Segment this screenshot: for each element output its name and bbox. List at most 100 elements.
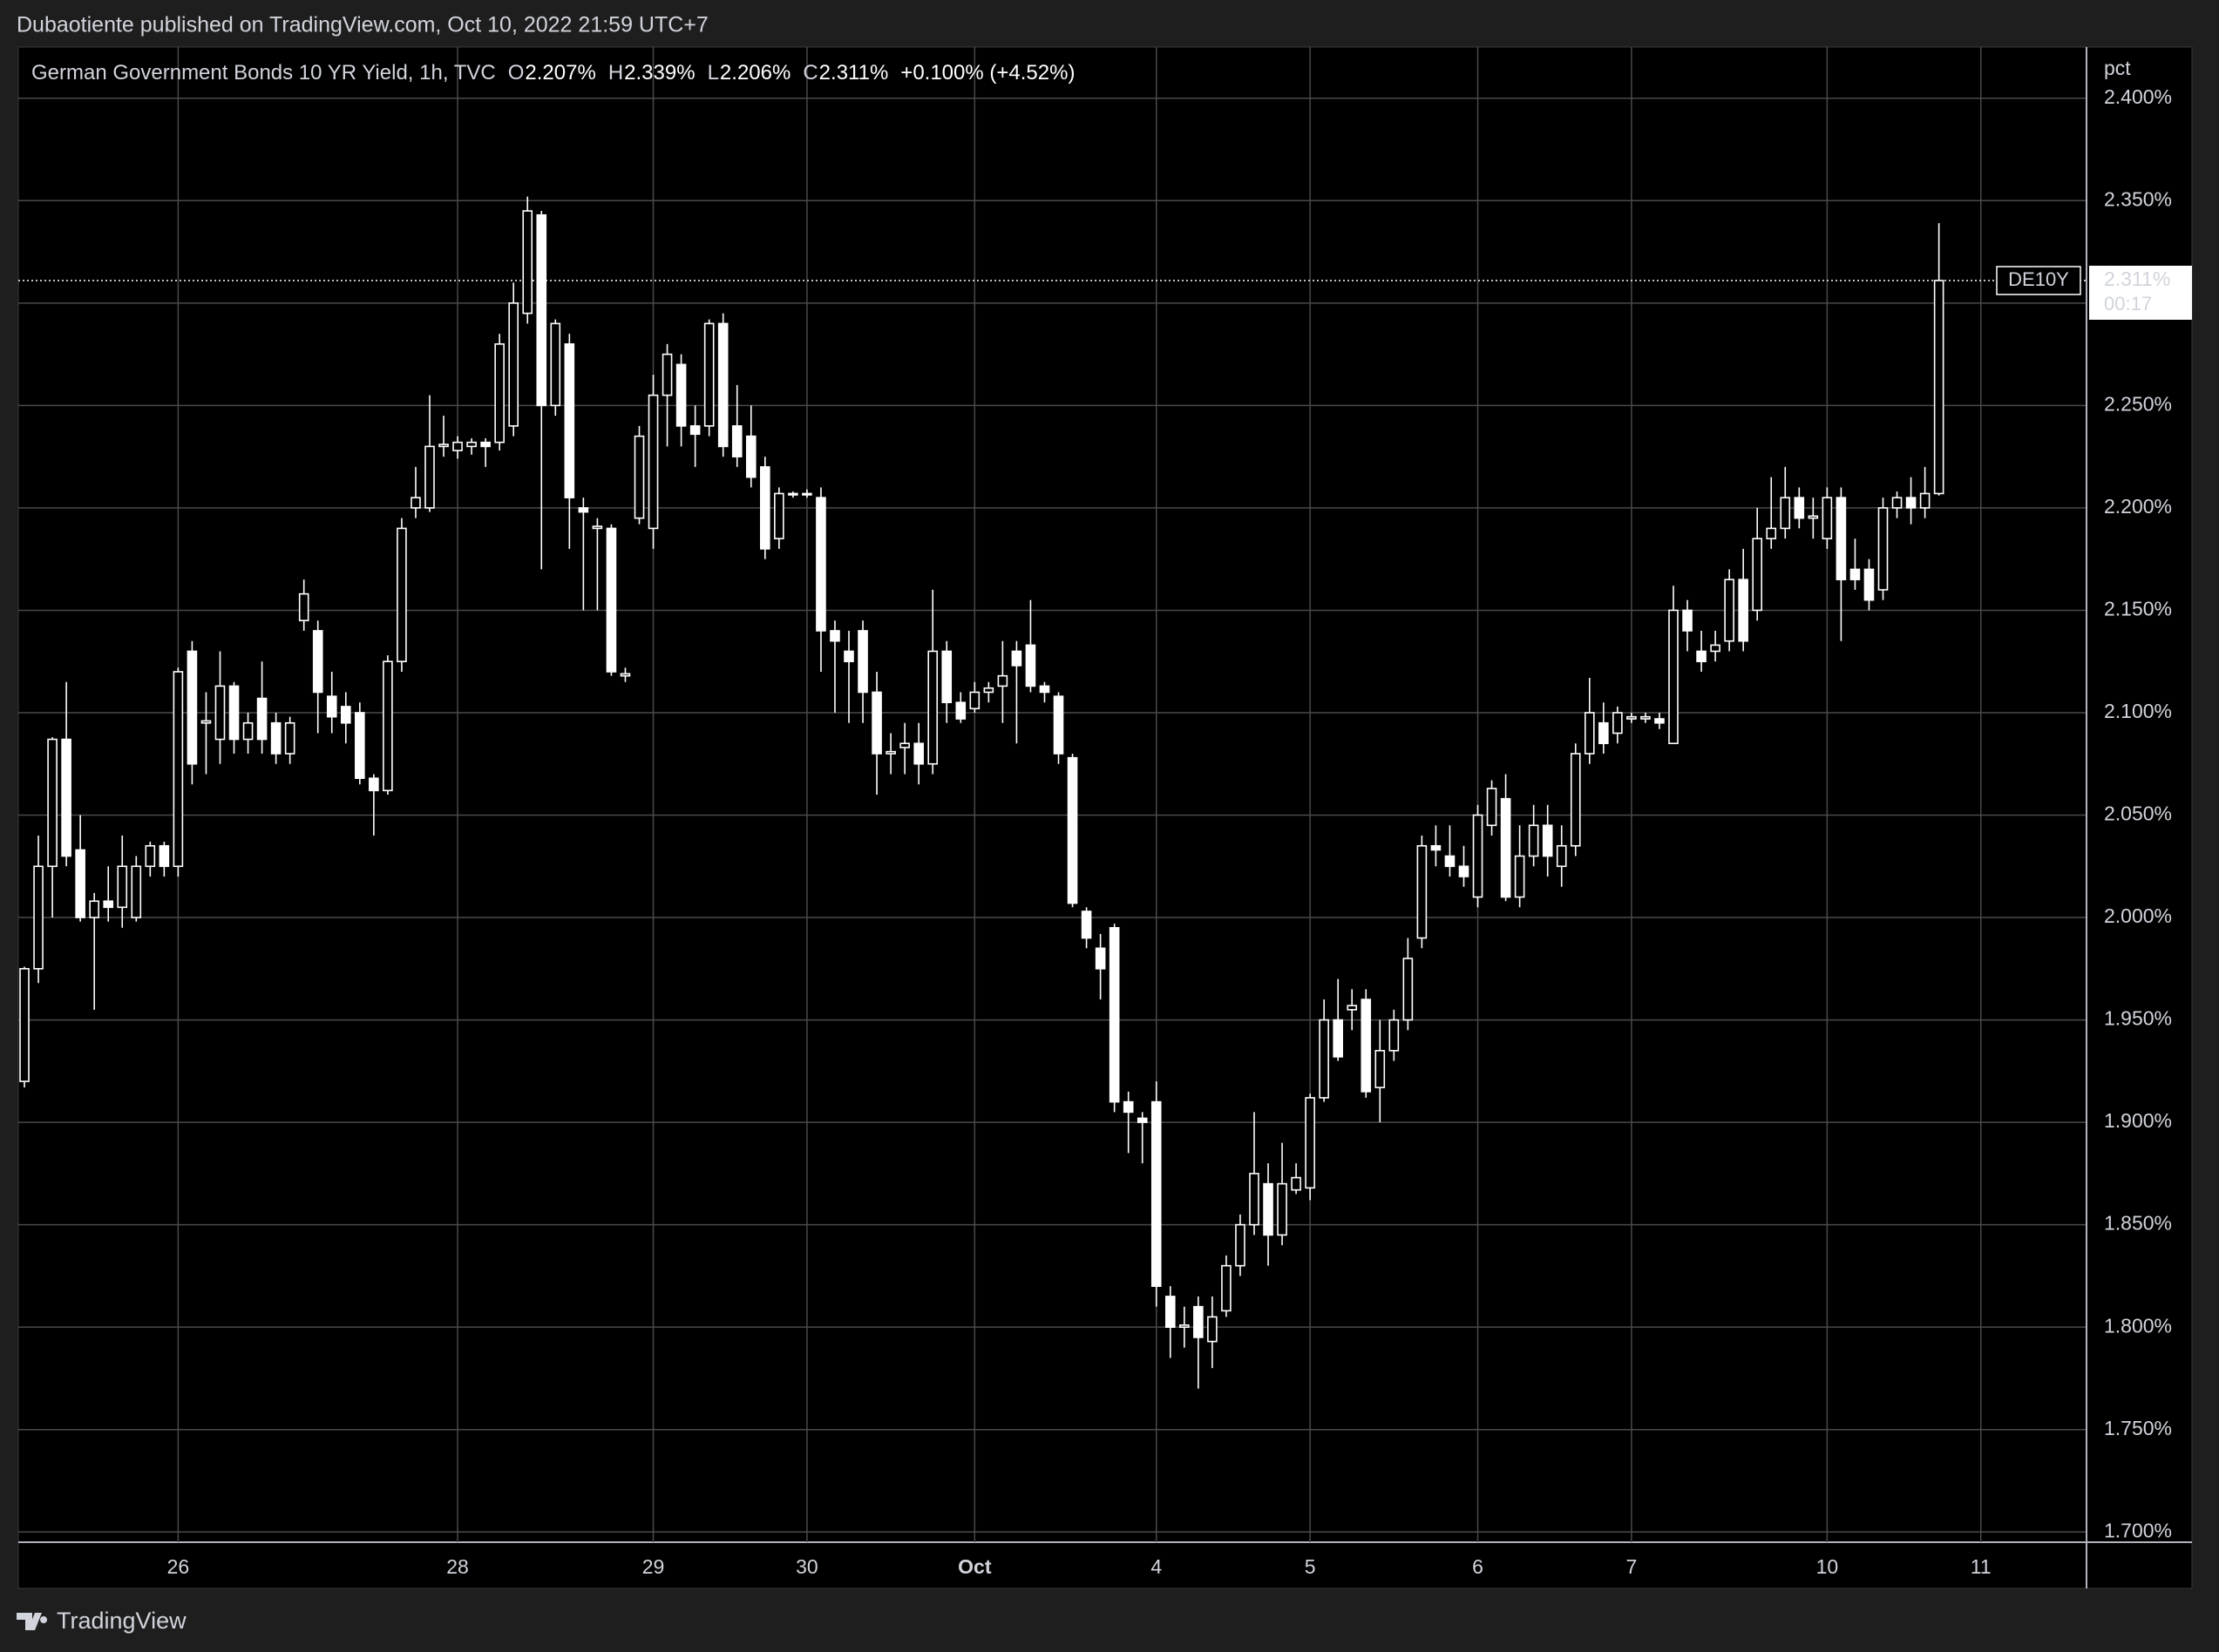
candle-body (47, 738, 58, 868)
candle-body (1598, 721, 1609, 745)
candle-body (606, 527, 617, 673)
candle-body (256, 697, 268, 741)
candle-body (662, 353, 673, 396)
candle-body (1444, 855, 1456, 868)
candle-body (1472, 814, 1483, 898)
candle-body (1179, 1324, 1190, 1328)
candle-body (452, 441, 463, 451)
footer-brand: TradingView (57, 1608, 187, 1634)
candle-body (1570, 753, 1581, 847)
candle-body (1402, 958, 1414, 1021)
candle-body (550, 322, 561, 407)
candle-body (1863, 568, 1875, 601)
candle-body (997, 674, 1008, 687)
legend-value: 2.207% (525, 61, 595, 85)
candle-body (1263, 1182, 1273, 1236)
candle-body (1235, 1223, 1245, 1267)
candle-body (438, 443, 449, 448)
candle-body (648, 394, 659, 530)
candle-body (844, 650, 854, 663)
candle-body (89, 900, 99, 918)
candle-body (745, 435, 757, 478)
x-tick-label: 29 (642, 1555, 665, 1578)
candle-body (983, 687, 994, 694)
candle-body (1249, 1173, 1259, 1226)
candle-body (242, 721, 254, 741)
candle-body (1905, 497, 1917, 509)
candle-body (1011, 650, 1022, 667)
y-tick-label: 1.750% (2104, 1417, 2172, 1439)
candle-body (1221, 1264, 1232, 1312)
candle-body (788, 492, 798, 496)
x-tick-label: 5 (1305, 1555, 1316, 1578)
candle-body (1123, 1100, 1134, 1114)
candle-body (1933, 280, 1944, 495)
candle-body (1109, 926, 1120, 1103)
y-tick-label: 2.250% (2104, 392, 2172, 415)
y-tick-label: 2.050% (2104, 802, 2172, 825)
x-tick-label: 26 (167, 1555, 190, 1578)
candle-body (355, 712, 365, 779)
candle-body (33, 865, 44, 970)
candle-body (1025, 644, 1036, 687)
candle-body (1556, 844, 1567, 868)
candle-body (1053, 695, 1064, 755)
candle-body (1654, 718, 1665, 724)
candle-body (1193, 1305, 1204, 1338)
candle-body (1039, 685, 1050, 694)
legend-symbol: German Government Bonds 10 YR Yield, 1h,… (31, 61, 496, 85)
candle-body (369, 777, 379, 792)
candle-body (1738, 579, 1748, 642)
candle-body (522, 210, 533, 315)
candle-body (1150, 1100, 1162, 1287)
candle-body (802, 492, 812, 496)
legend-change: +0.100% (+4.52%) (900, 61, 1075, 85)
candle-body (760, 466, 770, 550)
symbol-tag: DE10Y (2008, 268, 2069, 290)
candle-body (19, 968, 30, 1082)
y-tick-label: 2.000% (2104, 904, 2172, 927)
candle-body (1164, 1296, 1176, 1328)
x-tick-label: Oct (958, 1555, 992, 1578)
y-tick-label: 2.150% (2104, 598, 2172, 620)
y-tick-label: 2.350% (2104, 187, 2172, 210)
candle-body (1822, 497, 1833, 539)
candle-body (1277, 1182, 1287, 1236)
candle-body (1640, 715, 1651, 720)
candle-body (159, 844, 170, 868)
chart-frame (17, 46, 2193, 1589)
candle-body (955, 701, 967, 720)
candle-body (1682, 609, 1693, 632)
countdown: 00:17 (2104, 293, 2152, 315)
y-tick-label: 2.200% (2104, 495, 2172, 518)
candle-body (1374, 1050, 1386, 1088)
candle-body (397, 527, 407, 663)
x-tick-label: 30 (796, 1555, 818, 1578)
candle-body (103, 900, 114, 909)
x-tick-label: 6 (1472, 1555, 1483, 1578)
candle-body (284, 721, 295, 755)
candle-body (411, 497, 421, 509)
candle-body (858, 630, 868, 694)
legend-key: H (608, 61, 623, 85)
candle-body (1891, 497, 1903, 509)
candle-body (592, 525, 603, 530)
candle-body (1416, 844, 1428, 939)
candle-body (494, 343, 505, 443)
legend-value: 2.339% (624, 61, 695, 85)
candle-body (927, 650, 939, 765)
plot: 1.700% 1.750% 1.800% 1.850% 1.900% 1.950% 2.00… (18, 47, 2192, 1578)
candle-body (969, 691, 981, 710)
candle-body (1333, 1019, 1343, 1058)
candle-body (214, 685, 226, 741)
candle-body (578, 507, 589, 513)
legend-key: O (508, 61, 525, 85)
candle-body (634, 435, 645, 519)
y-tick-label: 1.800% (2104, 1314, 2172, 1337)
candle-body (326, 695, 337, 718)
header: Dubaotiente published on TradingView.com… (17, 13, 709, 37)
candle-body (173, 671, 184, 868)
price-tag: 2.311% (2104, 267, 2170, 290)
